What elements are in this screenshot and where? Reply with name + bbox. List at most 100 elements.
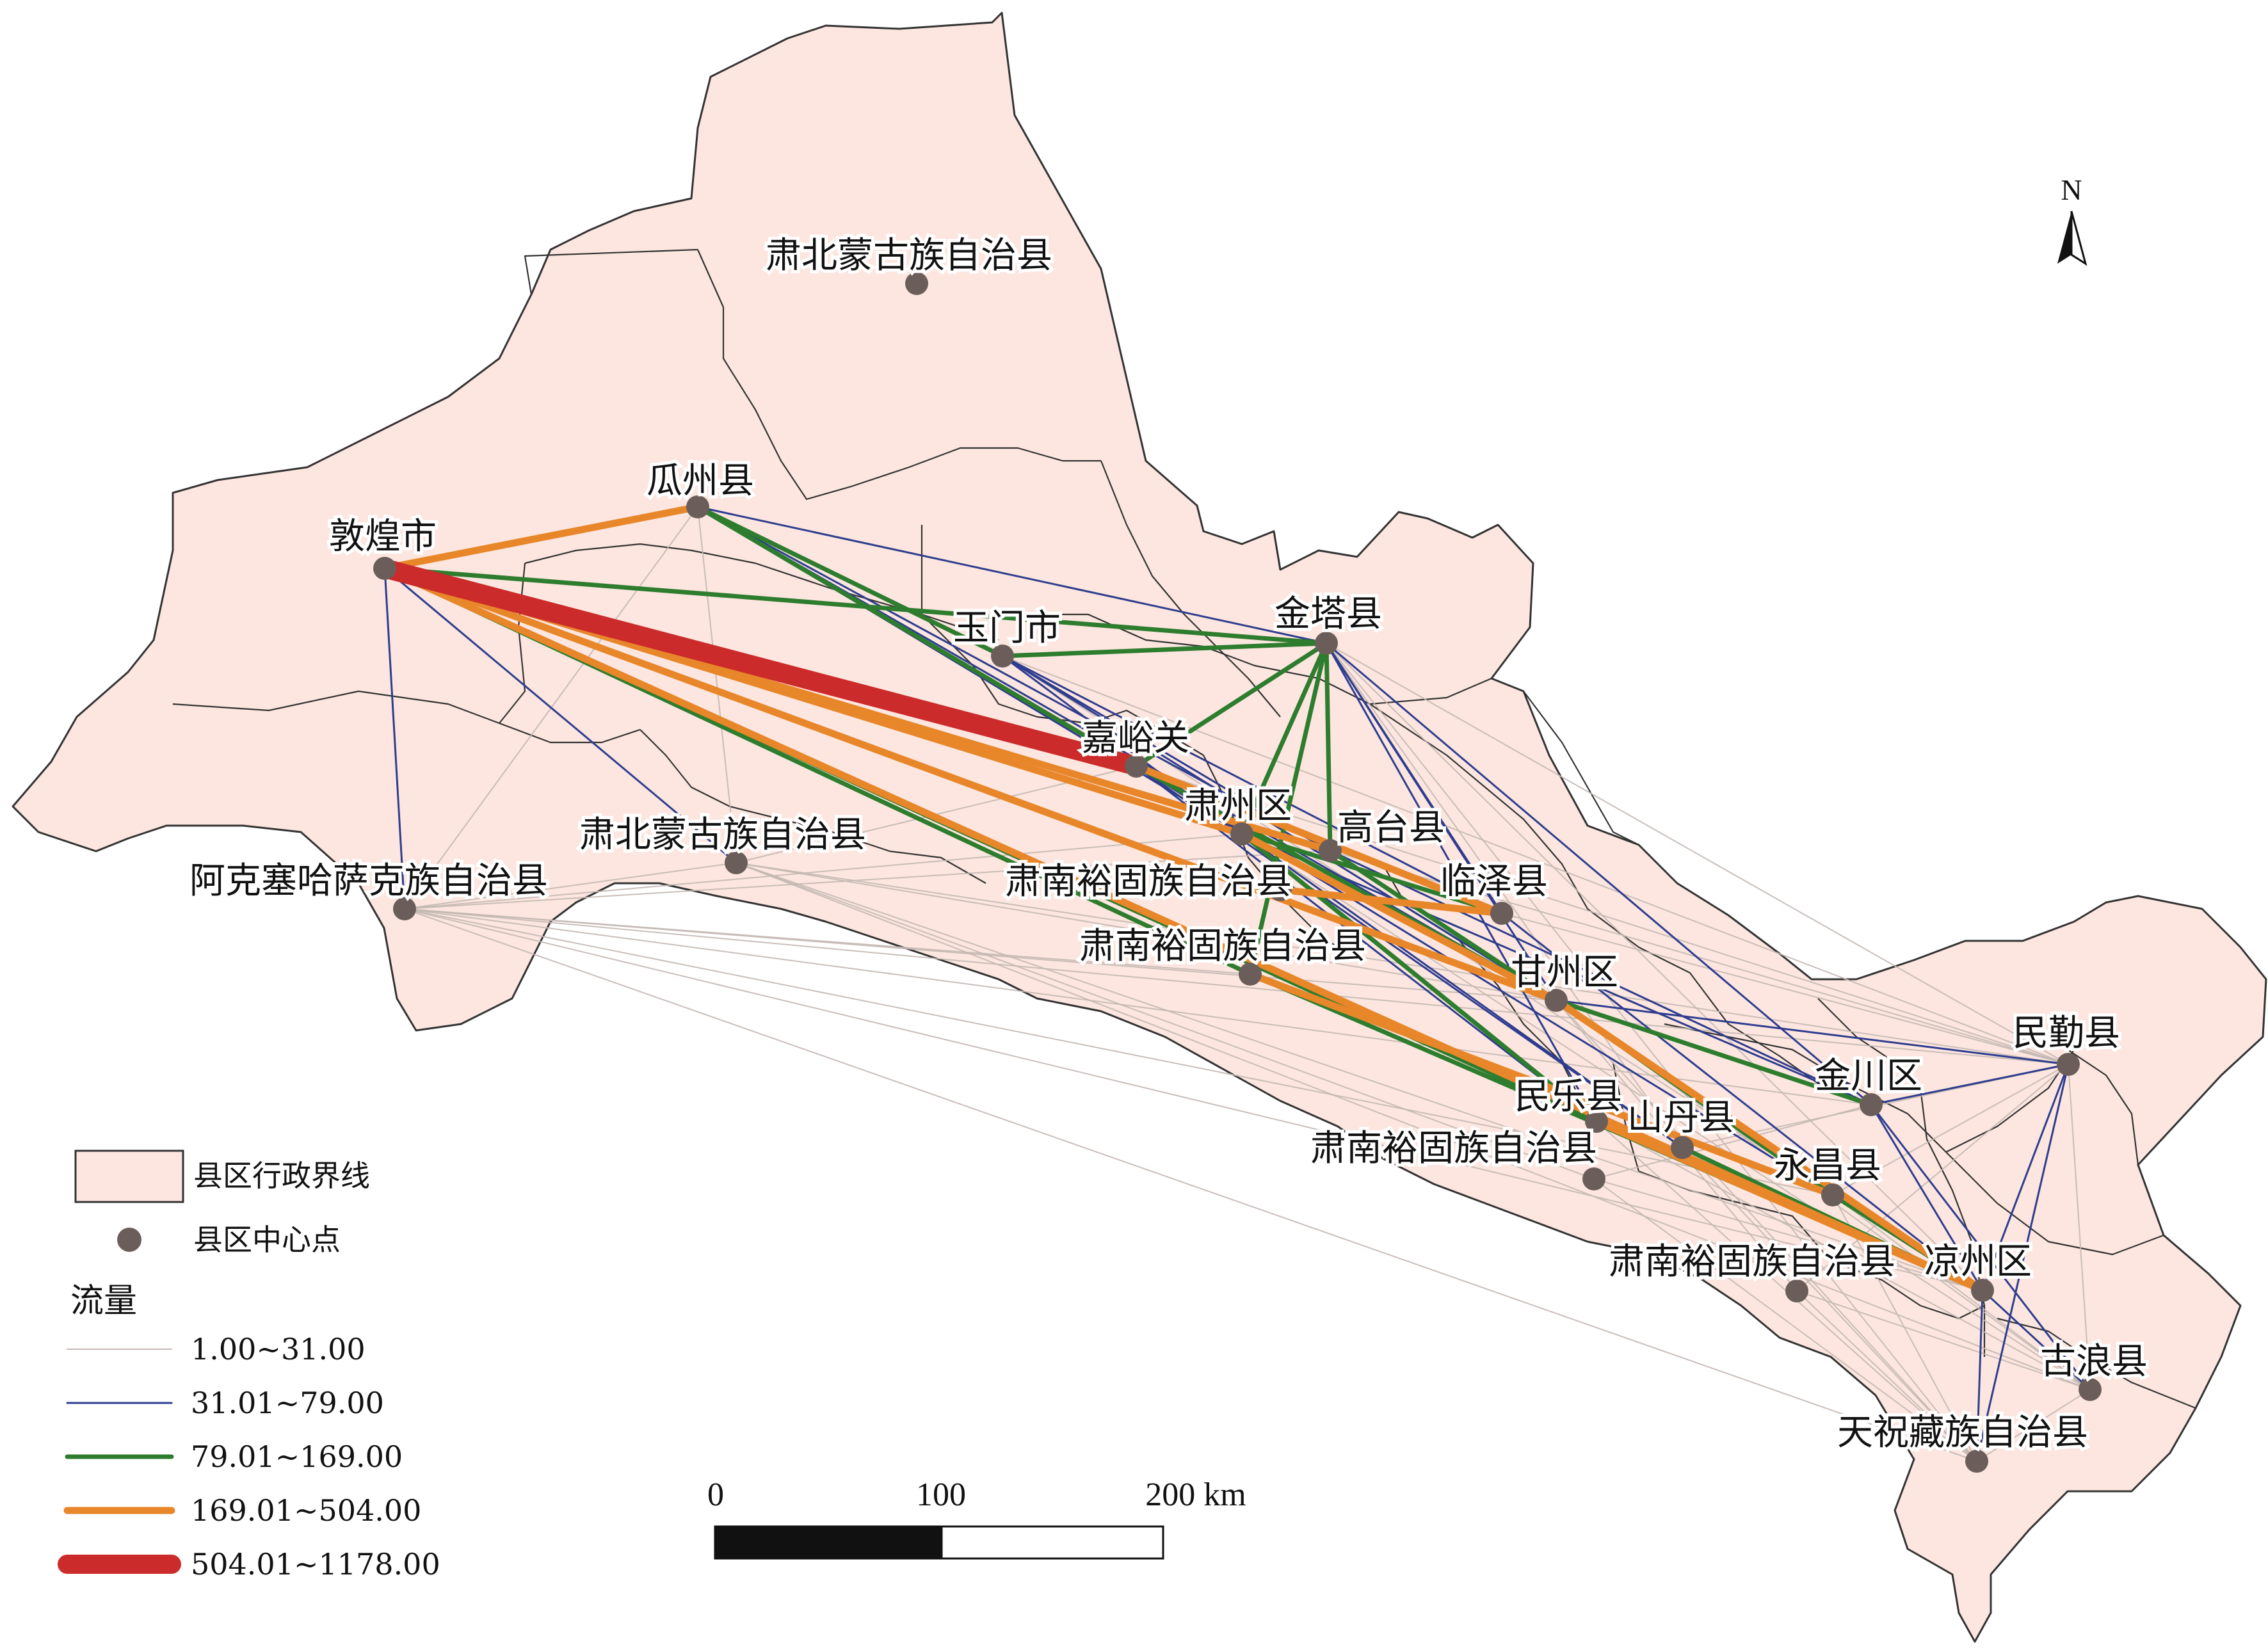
county-center-jiayuguan [1125, 755, 1148, 778]
legend-boundary-label: 县区行政界线 [193, 1158, 370, 1193]
north-arrow-icon [2057, 211, 2071, 264]
county-center-minqin [2057, 1053, 2080, 1076]
flow-line-guazhou-jiayuguan [695, 504, 1139, 769]
legend-center-label: 县区中心点 [193, 1222, 341, 1257]
flow-line-jinta-suzhou [1239, 641, 1329, 837]
flow-line-jinchuan-gulang [1870, 1103, 2091, 1391]
north-arrow: N [2057, 173, 2087, 266]
flow-line-linze-minqin [1501, 913, 2069, 1065]
flow-line-dunhuang-subei_s [383, 567, 737, 864]
county-center-akesai [393, 897, 416, 920]
county-label-linze: 临泽县 [1440, 861, 1548, 902]
county-label-sunan2: 肃南裕固族自治县 [1079, 925, 1366, 967]
flow-line-akesai-sunan2 [404, 908, 1251, 975]
flow-line-yongchang-gulang [1832, 1194, 2091, 1390]
flow-line-yumen-minqin [1002, 655, 2069, 1065]
flow-line-guazhou-yumen [695, 504, 1005, 659]
flow-line-jiayuguan-gulang [1136, 765, 2091, 1390]
county-label-ganzhou: 甘州区 [1511, 952, 1618, 993]
flow-line-akesai-suzhou [404, 833, 1243, 909]
flow-line-akesai-subei_s [404, 862, 737, 909]
flow-line-sunan2-yongchang [1246, 970, 1837, 1199]
flow-line-jinta-sunan2 [1248, 641, 1329, 977]
flow-line-ganzhou-tianzhu [1556, 1000, 1977, 1462]
county-center-jinchuan [1860, 1093, 1883, 1116]
flow-line-jinta-minle [1325, 642, 1598, 1123]
county-center-yongchang [1821, 1183, 1844, 1206]
county-center-yumen [991, 645, 1014, 668]
flow-line-shandan-tianzhu [1682, 1147, 1977, 1462]
county-center-sunan4 [1785, 1279, 1808, 1302]
county-label-shandan: 山丹县 [1627, 1097, 1735, 1139]
flow-line-dunhuang-jiayuguan [375, 559, 1146, 776]
scale-segment-white [940, 1525, 1164, 1560]
flow-line-sunan1-linze [1276, 886, 1506, 917]
study-area [12, 12, 2267, 1643]
flow-line-jinta-shandan [1326, 643, 1683, 1148]
county-label-gulang: 古浪县 [2040, 1341, 2148, 1382]
county-center-subei_n [905, 272, 928, 295]
county-center-jinta [1315, 632, 1338, 655]
county-label-subei_n: 肃北蒙古族自治县 [766, 235, 1052, 276]
scale-label-200: 200 km [1145, 1477, 1246, 1513]
county-label-jiayuguan: 嘉峪关 [1082, 717, 1189, 759]
county-label-gaotai: 高台县 [1337, 807, 1445, 849]
flow-line-akesai-yongchang [404, 908, 1833, 1196]
flow-line-yongchang-tianzhu [1832, 1194, 1977, 1462]
flow-line-jiayuguan-linze [1132, 762, 1506, 917]
north-label: N [2061, 173, 2082, 206]
county-center-shandan [1671, 1136, 1694, 1159]
county-center-ganzhou [1545, 989, 1568, 1012]
county-label-subei_s: 肃北蒙古族自治县 [579, 814, 866, 856]
flow-line-gaotai-jinchuan [1329, 849, 1872, 1106]
flow-line-subei_s-liangzhou [736, 862, 1983, 1291]
county-label-akesai: 阿克塞哈萨克族自治县 [189, 860, 548, 902]
flow-line-jinta-minqin [1326, 643, 2069, 1065]
scale-segment-black [714, 1525, 943, 1560]
county-center-gulang [2079, 1378, 2102, 1401]
county-label-minle: 民乐县 [1515, 1076, 1622, 1117]
flow-line-jinta-liangzhou [1326, 643, 1983, 1291]
flow-line-subei_s-guazhou [697, 506, 737, 863]
flow-line-subei_s-sunan3 [736, 862, 1595, 1180]
county-label-jinchuan: 金川区 [1815, 1055, 1922, 1097]
flow-line-yongchang-minqin [1832, 1064, 2069, 1196]
flow-line-jinta-tianzhu [1326, 643, 1977, 1462]
county-label-guazhou: 瓜州县 [647, 460, 754, 502]
flow-line-yumen-linze [1001, 655, 1503, 915]
flow-line-liangzhou-gulang [1981, 1289, 2091, 1391]
flow-line-yumen-jinta [1000, 641, 1329, 659]
legend-flow-classes: 1.00~31.00 31.01~79.00 79.01~169.00 169.01~… [58, 1332, 440, 1582]
county-label-minqin: 民勤县 [2013, 1013, 2120, 1054]
flow-lines [375, 503, 2091, 1462]
flow-line-minqin-liangzhou [1981, 1063, 2070, 1292]
county-label-sunan1: 肃南裕固族自治县 [1005, 861, 1292, 902]
county-center-gaotai [1319, 839, 1342, 862]
flow-line-minqin-ganzhou [1555, 999, 2070, 1066]
flow-line-linze-liangzhou [1500, 912, 1984, 1292]
legend-center-dot [117, 1228, 141, 1252]
flow-line-sunan4-tianzhu [1796, 1290, 1977, 1462]
legend: 县区行政界线 县区中心点 流量 1.00~31.00 31.01~79.00 79.… [58, 1149, 440, 1582]
flow-line-subei_s-gulang [736, 862, 2091, 1390]
county-label-yumen: 玉门市 [953, 607, 1061, 649]
flow-line-minle-liangzhou [1593, 1117, 1986, 1294]
legend-flow-label-c1: 1.00~31.00 [191, 1332, 366, 1366]
flow-line-akesai-jinchuan [404, 908, 1872, 1105]
county-label-dunhuang: 敦煌市 [329, 516, 437, 557]
county-center-sunan3 [1582, 1167, 1605, 1190]
county-label-jinta: 金塔县 [1275, 593, 1382, 635]
flow-line-dunhuang-akesai [383, 567, 406, 910]
flow-line-gulang-tianzhu [1976, 1389, 2091, 1462]
county-center-dunhuang [373, 557, 396, 580]
county-label-liangzhou: 凉州区 [1924, 1241, 2032, 1283]
flow-line-jiayuguan-minqin [1136, 765, 2069, 1065]
flow-line-minqin-gulang [2068, 1064, 2091, 1390]
county-center-minle [1585, 1110, 1608, 1133]
flow-line-dunhuang-guazhou [381, 503, 702, 572]
scale-label-0: 0 [707, 1477, 724, 1513]
flow-line-dunhuang-jinta [382, 566, 1329, 646]
county-center-subei_s [725, 851, 748, 874]
county-center-sunan1 [1269, 878, 1292, 901]
